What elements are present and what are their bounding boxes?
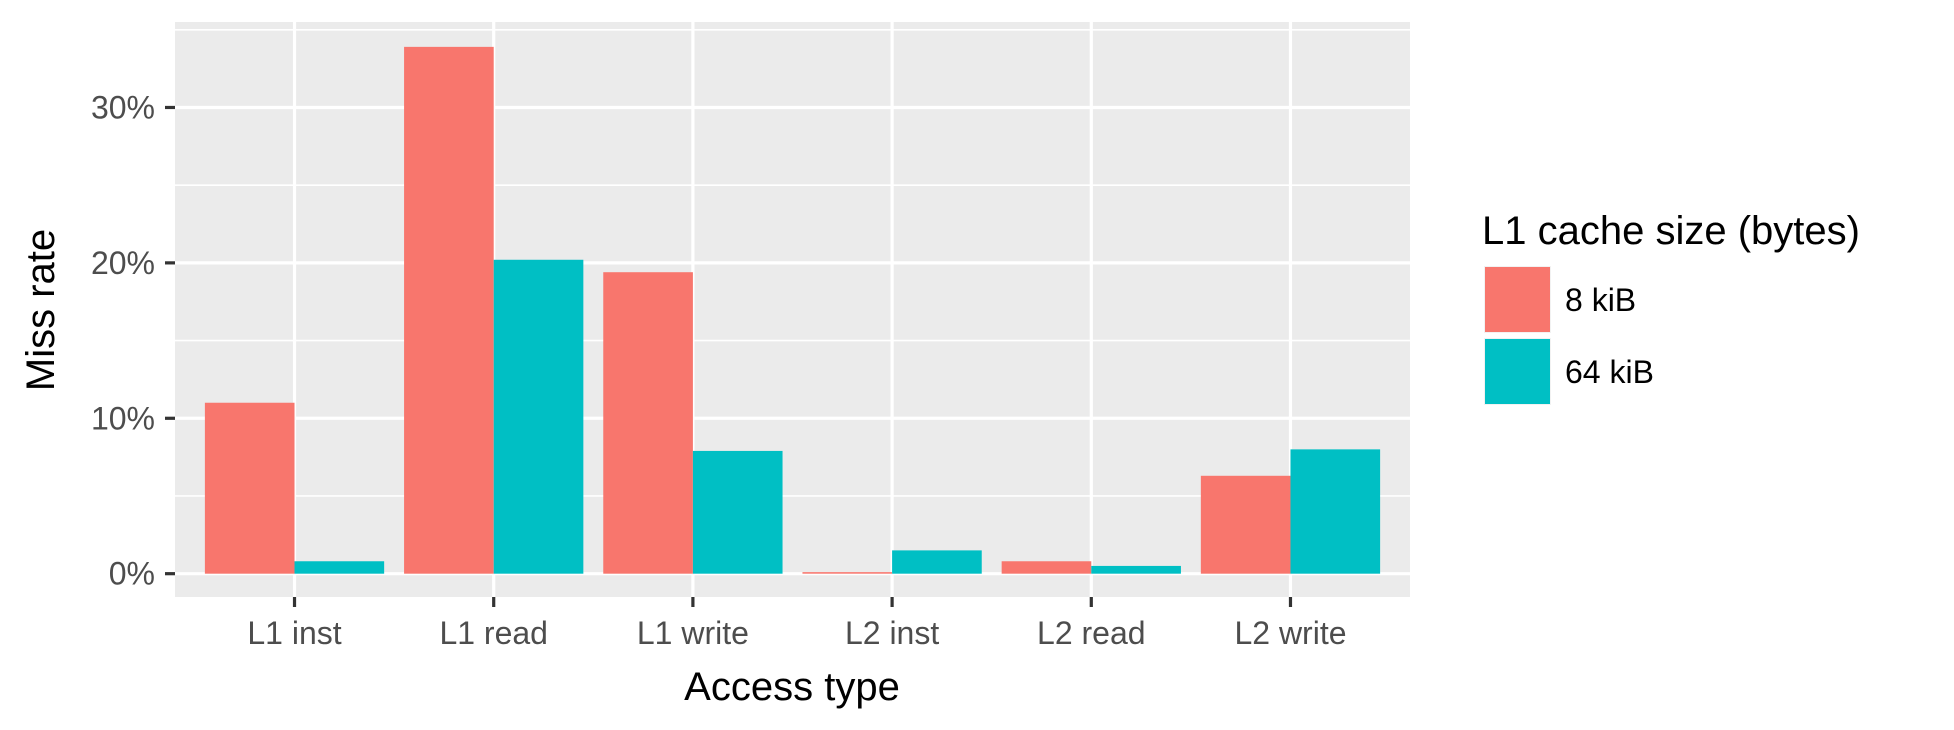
y-axis: 0% 10% 20% 30%: [91, 89, 175, 592]
x-axis: L1 inst L1 read L1 write L2 inst L2 read L2 w…: [247, 597, 1347, 651]
x-tick-label: L2 read: [1037, 615, 1146, 651]
x-tick-label: L1 inst: [247, 615, 341, 651]
bar: [802, 572, 893, 574]
legend-title: L1 cache size (bytes): [1482, 209, 1860, 253]
bar: [1290, 449, 1381, 574]
bar: [1091, 565, 1181, 574]
bar: [1001, 561, 1092, 574]
legend-swatch: [1485, 267, 1550, 332]
bars: [204, 46, 1381, 574]
bar: [204, 402, 295, 574]
x-tick-label: L1 write: [637, 615, 749, 651]
y-tick-label: 30%: [91, 89, 155, 125]
bar: [294, 561, 385, 574]
y-tick-label: 10%: [91, 400, 155, 436]
legend-items: 8 kiB 64 kiB: [1484, 266, 1654, 405]
x-tick-label: L2 inst: [845, 615, 939, 651]
bar: [1200, 475, 1291, 574]
y-tick-label: 20%: [91, 245, 155, 281]
bar: [692, 450, 783, 574]
legend-label: 64 kiB: [1565, 354, 1654, 390]
x-tick-label: L2 write: [1234, 615, 1346, 651]
bar: [892, 550, 982, 574]
legend-label: 8 kiB: [1565, 282, 1636, 318]
bar: [493, 259, 584, 574]
bar: [603, 272, 693, 574]
y-axis-title: Miss rate: [19, 229, 63, 391]
bar: [404, 46, 494, 574]
x-axis-title: Access type: [684, 665, 900, 709]
y-tick-label: 0%: [109, 556, 155, 592]
legend-swatch: [1485, 339, 1550, 404]
x-tick-label: L1 read: [439, 615, 548, 651]
legend: L1 cache size (bytes) 8 kiB 64 kiB: [1482, 209, 1860, 405]
